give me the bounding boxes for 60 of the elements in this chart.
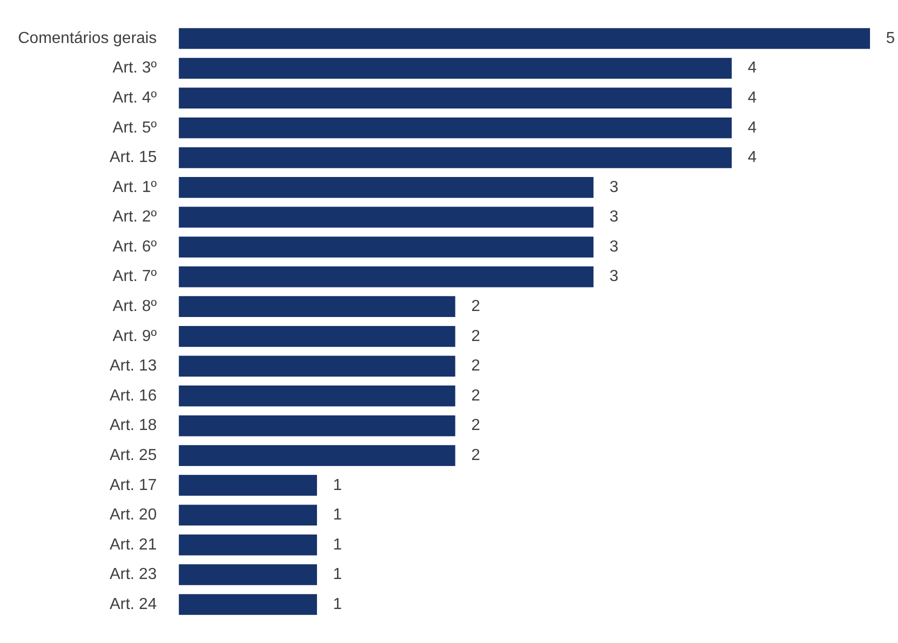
y-tick-label: Art. 17 bbox=[110, 476, 157, 494]
y-tick-label: Art. 6º bbox=[112, 238, 157, 256]
data-label: 1 bbox=[332, 506, 342, 524]
data-label: 1 bbox=[332, 536, 342, 554]
bar bbox=[178, 88, 732, 108]
data-label: 3 bbox=[609, 238, 618, 256]
bar bbox=[178, 296, 456, 318]
y-tick-label: Art. 3º bbox=[112, 60, 157, 77]
y-tick-label: Art. 7º bbox=[112, 268, 157, 286]
data-label: 1 bbox=[332, 596, 342, 613]
bar bbox=[178, 474, 317, 496]
bar bbox=[178, 177, 594, 198]
data-label: 4 bbox=[748, 119, 757, 136]
data-label: 3 bbox=[609, 208, 618, 226]
bar bbox=[178, 534, 317, 556]
bar bbox=[178, 504, 317, 526]
y-tick-label: Art. 25 bbox=[110, 446, 157, 464]
data-label: 1 bbox=[332, 476, 342, 494]
y-tick-label: Comentários gerais bbox=[18, 30, 157, 47]
y-tick-label: Art. 21 bbox=[110, 536, 157, 554]
data-label: 1 bbox=[332, 566, 342, 584]
y-tick-label: Art. 18 bbox=[110, 417, 157, 434]
data-label: 2 bbox=[471, 298, 480, 316]
data-label: 2 bbox=[471, 328, 480, 345]
data-label: 3 bbox=[609, 178, 618, 196]
bar bbox=[178, 266, 594, 288]
y-tick-label: Art. 2º bbox=[112, 208, 157, 226]
y-tick-label: Art. 15 bbox=[110, 149, 157, 166]
y-tick-label: Art. 23 bbox=[110, 566, 157, 584]
y-tick-label: Art. 8º bbox=[112, 298, 157, 316]
bar bbox=[178, 415, 456, 436]
data-label: 2 bbox=[471, 387, 480, 404]
data-label: 2 bbox=[471, 446, 480, 464]
y-tick-label: Art. 24 bbox=[110, 596, 157, 613]
data-label: 3 bbox=[609, 268, 618, 286]
bar bbox=[178, 206, 594, 228]
bar bbox=[178, 594, 317, 615]
bar bbox=[178, 326, 456, 347]
y-tick-label: Art. 1º bbox=[112, 178, 157, 196]
data-label: 4 bbox=[748, 149, 757, 166]
y-tick-label: Art. 9º bbox=[112, 328, 157, 345]
bar bbox=[178, 564, 317, 586]
y-tick-label: Art. 20 bbox=[110, 506, 157, 524]
bar bbox=[178, 117, 732, 138]
data-label: 4 bbox=[748, 89, 757, 106]
y-tick-label: Art. 5º bbox=[112, 119, 157, 136]
data-label: 2 bbox=[471, 358, 480, 375]
bar bbox=[178, 356, 456, 377]
data-label: 2 bbox=[471, 417, 480, 434]
bar bbox=[178, 28, 870, 49]
bar bbox=[178, 386, 456, 406]
y-tick-label: Art. 16 bbox=[110, 387, 157, 404]
data-label: 4 bbox=[748, 60, 757, 77]
y-tick-label: Art. 4º bbox=[112, 89, 157, 106]
data-label: 5 bbox=[886, 30, 895, 47]
y-tick-label: Art. 13 bbox=[110, 358, 157, 375]
bar bbox=[178, 58, 732, 79]
bar bbox=[178, 445, 456, 466]
bar bbox=[178, 236, 594, 258]
bar bbox=[178, 147, 732, 168]
